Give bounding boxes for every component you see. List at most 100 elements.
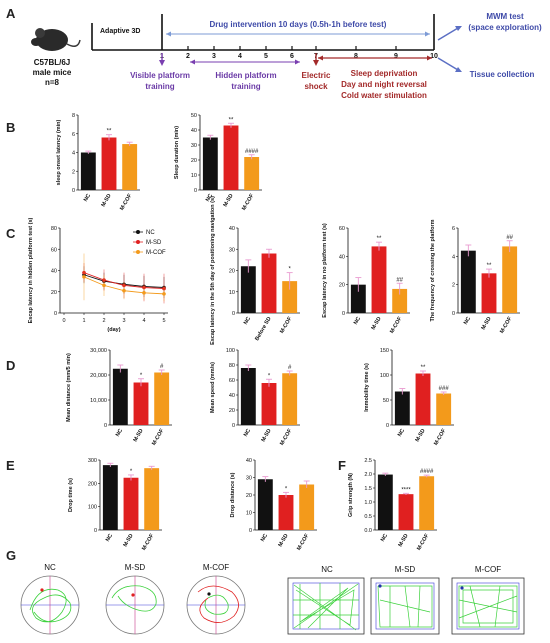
category-label: M-SD [415,428,427,443]
chart-sleep-duration: 0 10 20 30 40 50 Sleep duration (min) NC ** M-SD #… [174,113,262,212]
y-axis-label: Sleep duration (min) [174,126,180,179]
bar-nc [377,474,393,530]
hidden-label-2: training [231,82,260,91]
category-label: M-SD [481,316,493,331]
category-label: M-COF [433,427,448,446]
bar-nc [112,368,128,425]
day-tick-label: 2 [186,53,190,60]
maze-label-nc: NC [44,563,56,572]
y-tick-label: 1.5 [364,486,372,492]
y-tick-label: 100 [88,505,97,511]
y-tick-label: 0.0 [364,528,372,534]
category-label: M-SD [223,193,235,208]
bar-m-sd [481,273,497,313]
bar-m-cof [282,281,298,313]
significance-label: * [130,469,133,475]
mwm-label-1: MWM test [486,12,524,21]
x-axis-label: (day) [107,327,120,333]
y-tick-label: 10 [229,290,235,296]
y-tick-label: 30 [246,476,252,482]
field-label-mcof: M-COF [475,565,501,574]
y-tick-label: 60 [229,378,235,384]
category-label: M-SD [278,533,290,548]
open-field-msd: M-SD [370,565,440,635]
significance-label: **** [401,487,411,493]
category-label: M-SD [261,428,273,443]
chart-sleep-onset-latency: 0 2 4 6 8 sleep onset latency (min) NC ** M-SD M-… [56,113,140,212]
y-tick-label: 300 [88,458,97,464]
x-tick-label: 0 [62,318,65,324]
y-axis-label: Escap latency in hidden platform test (s… [28,217,34,323]
data-point-m-cof [162,292,166,296]
y-tick-label: 0 [72,188,75,194]
y-tick-label: 0 [232,311,235,317]
category-label: M-COF [499,315,514,334]
tissue-label: Tissue collection [470,70,535,79]
y-axis-label: The frequency of crossing the platform [430,219,436,321]
y-tick-label: 10 [246,511,252,517]
y-axis-label: Escap latency in the 5th day of position… [210,196,216,345]
category-label: NC [243,316,252,326]
sleep-label-1: Sleep deprivation [351,69,418,78]
bar-nc [394,391,410,425]
panel-g-open-field: NC M-SD M-COF [287,565,525,635]
y-tick-label: 30 [229,247,235,253]
category-label: M-SD [123,533,135,548]
mouse-n: n=8 [45,78,60,87]
significance-label: ### [439,386,450,392]
chart-escape-latency-no-platform: 0 20 40 60 Escap latency in no platform test… [322,223,410,335]
day-tick-label: 5 [264,53,268,60]
category-label: NC [205,193,214,203]
day-tick-label: 6 [290,53,294,60]
bar-m-sd [101,137,117,190]
category-label: NC [380,533,389,543]
y-tick-label: 40 [229,393,235,399]
y-tick-label: 2 [452,283,455,289]
y-tick-label: 40 [191,128,197,134]
drug-label: Drug intervention 10 days (0.5h-1h befor… [210,20,387,29]
y-tick-label: 60 [51,247,57,253]
bar-m-sd [261,383,277,425]
chart-crossing-frequency: 0 2 4 6 The frequency of crossing the platfo… [430,219,520,335]
maze-label-msd: M-SD [125,563,146,572]
y-tick-label: 30 [191,143,197,149]
mouse-sex: male mice [33,68,72,77]
sleep-label-3: Cold water stimulation [341,91,427,100]
category-label: NC [260,533,269,543]
category-label: M-COF [279,315,294,334]
y-tick-label: 10,000 [90,398,107,404]
x-tick-label: 3 [122,318,125,324]
bar-nc [350,284,366,313]
electric-label-2: shock [304,82,328,91]
y-axis-label: Mean speed (mm/s) [210,362,216,413]
chart-mean-distance: 0 10,000 20,000 30,000 Mean distance (mm/5 m… [66,348,172,447]
panel-letter-a: A [6,6,16,21]
bar-nc [102,465,118,530]
open-field-mcof: M-COF [451,565,525,635]
legend-label: M-COF [146,250,166,256]
category-label: NC [243,428,252,438]
sleep-label-2: Day and night reversal [341,80,427,89]
significance-label: ** [421,365,426,371]
y-tick-label: 150 [380,348,389,354]
y-tick-label: 2.5 [364,458,372,464]
y-tick-label: 10 [191,173,197,179]
y-tick-label: 50 [191,113,197,119]
category-label: NC [397,428,406,438]
maze-mcof: M-COF [186,563,246,635]
y-tick-label: 20 [339,283,345,289]
y-tick-label: 0 [104,423,107,429]
chart-grip-strength: 0.0 0.5 1.0 1.5 2.0 2.5 Grip strength (N) NC ***… [348,458,437,552]
significance-label: # [160,364,164,370]
category-label: M-COF [296,532,311,551]
bar-m-cof [154,372,170,425]
visible-label-2: training [145,82,174,91]
field-label-nc: NC [321,565,333,574]
significance-label: #### [420,469,434,475]
x-tick-label: 2 [102,318,105,324]
bar-m-sd [133,382,149,425]
significance-label: * [140,373,143,379]
category-label: NC [83,193,92,203]
category-label: M-COF [416,532,431,551]
